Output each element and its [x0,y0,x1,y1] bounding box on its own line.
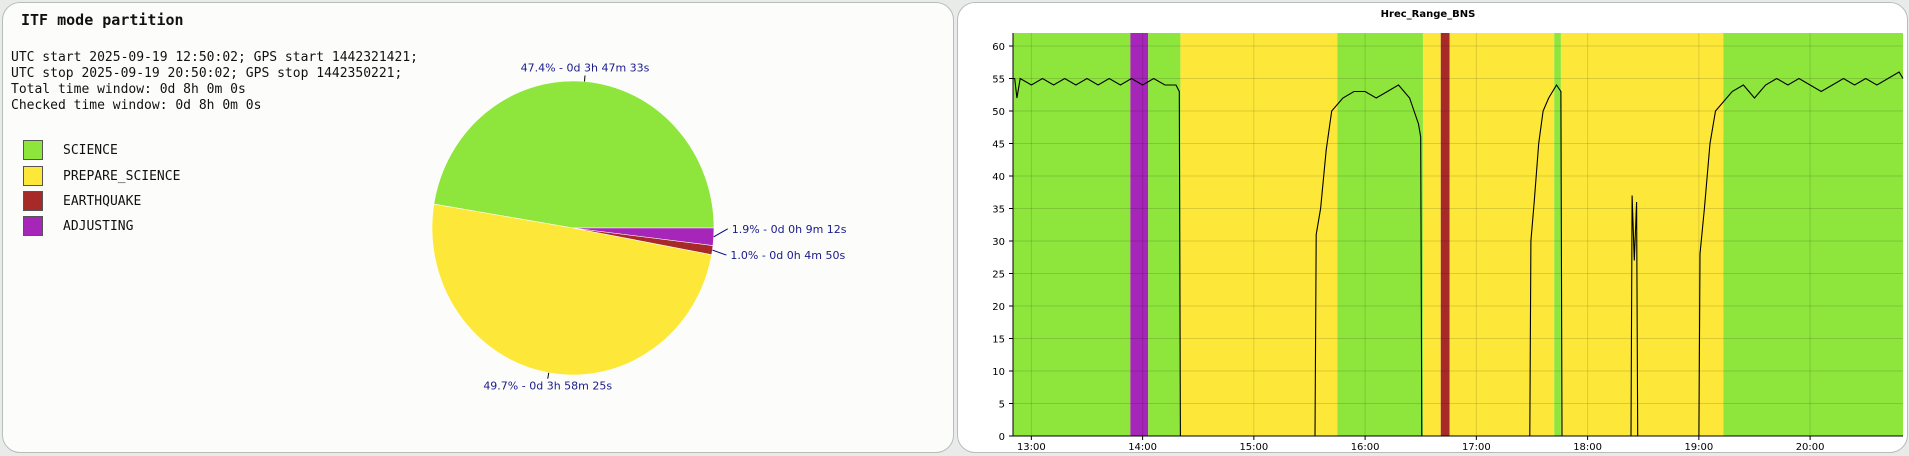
y-tick-label: 0 [999,432,1005,443]
x-tick-label: 20:00 [1796,442,1825,452]
legend-label: PREPARE_SCIENCE [63,169,181,184]
x-tick-label: 15:00 [1239,442,1268,452]
x-tick-label: 19:00 [1684,442,1713,452]
legend-label: ADJUSTING [63,219,134,234]
y-tick-label: 60 [992,42,1005,53]
x-tick-label: 13:00 [1017,442,1046,452]
mode-band-science [1013,33,1131,436]
y-tick-label: 35 [992,205,1005,216]
mode-band-science [1554,33,1561,436]
pie-label-leader [547,372,550,379]
y-tick-label: 40 [992,172,1005,183]
pie-slice-label: 1.0% - 0d 0h 4m 50s [730,249,845,262]
y-tick-label: 45 [992,140,1005,151]
mode-band-prepare-science [1449,33,1555,436]
x-tick-label: 14:00 [1128,442,1157,452]
mode-band-prepare-science [1560,33,1724,436]
utc-stop-line: UTC stop 2025-09-19 20:50:02; GPS stop 1… [11,66,403,81]
y-tick-label: 30 [992,237,1005,248]
y-tick-label: 25 [992,270,1005,281]
mode-band-science [1148,33,1181,436]
utc-start-line: UTC start 2025-09-19 12:50:02; GPS start… [11,50,418,65]
pie-slice-label: 1.9% - 0d 0h 9m 12s [732,223,847,236]
checked-window-line: Checked time window: 0d 8h 0m 0s [11,98,262,113]
mode-band-science [1337,33,1423,436]
y-tick-label: 20 [992,302,1005,313]
y-tick-label: 50 [992,107,1005,118]
mode-band-prepare-science [1180,33,1338,436]
mode-partition-panel: ITF mode partition UTC start 2025-09-19 … [2,2,954,453]
range-chart-panel: Hrec_Range_BNS 0 5 10 15 20 25 30 35 40 45 50 55 60 13… [957,2,1908,453]
range-series-line [1013,71,1904,437]
legend-swatch [23,216,43,236]
mode-band-earthquake [1440,33,1450,436]
legend-swatch [23,140,43,160]
y-tick-label: 10 [992,367,1005,378]
mode-band-science [1723,33,1903,436]
legend-label: SCIENCE [63,143,118,158]
y-tick-label: 15 [992,335,1005,346]
mode-band-adjusting [1130,33,1149,436]
pie-label-leader [713,228,728,238]
legend-swatch [23,166,43,186]
pie-slice-label: 47.4% - 0d 3h 47m 33s [521,62,650,75]
total-window-line: Total time window: 0d 8h 0m 0s [11,82,246,97]
y-tick-label: 5 [999,400,1005,411]
x-tick-label: 17:00 [1462,442,1491,452]
panel-title: ITF mode partition [21,11,184,29]
pie-slice-science [433,80,715,229]
x-tick-label: 18:00 [1573,442,1602,452]
mode-band-prepare-science [1422,33,1441,436]
pie-label-leader [712,249,727,256]
pie-chart: 47.4% - 0d 3h 47m 33s 49.7% - 0d 3h 58m 2… [431,62,847,393]
y-tick-label: 55 [992,75,1005,86]
range-line-chart: Hrec_Range_BNS 0 5 10 15 20 25 30 35 40 45 50 55 60 13… [992,9,1904,452]
legend-swatch [23,191,43,211]
x-tick-label: 16:00 [1351,442,1380,452]
pie-slice-label: 49.7% - 0d 3h 58m 25s [483,380,612,393]
pie-slice-adjusting [572,227,715,246]
legend-label: EARTHQUAKE [63,194,142,209]
chart-title: Hrec_Range_BNS [1381,9,1476,20]
